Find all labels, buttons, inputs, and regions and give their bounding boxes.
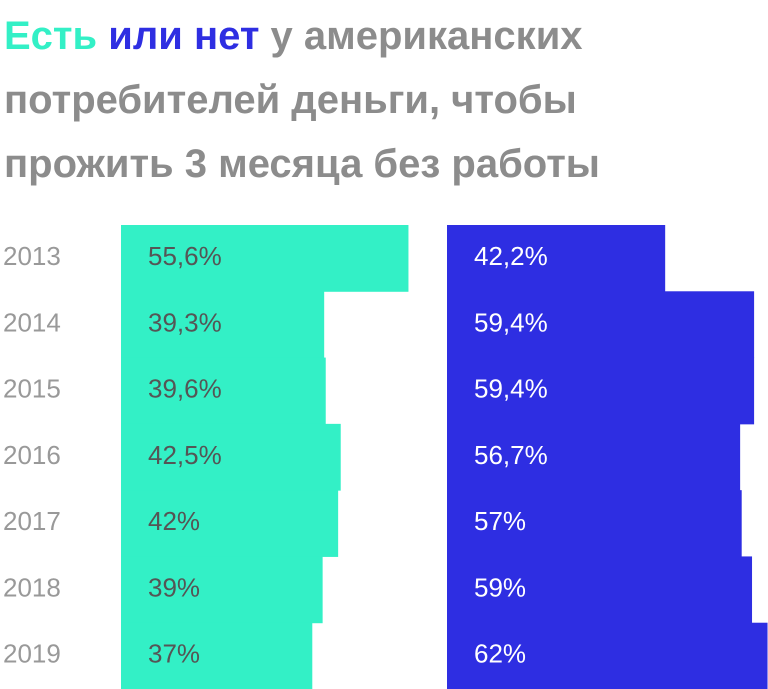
value-label: 42,2% bbox=[474, 241, 548, 271]
value-label: 59,4% bbox=[474, 307, 548, 337]
bar bbox=[121, 291, 325, 359]
bar bbox=[121, 225, 409, 292]
title-text: у американских потребителей деньги, чтоб… bbox=[4, 14, 600, 186]
value-label: 39,3% bbox=[148, 307, 222, 337]
bar bbox=[447, 490, 742, 557]
bar bbox=[447, 357, 755, 425]
bar bbox=[447, 225, 666, 292]
y-tick-label: 2014 bbox=[3, 307, 61, 337]
bar bbox=[447, 622, 768, 689]
legend-entry: Есть bbox=[4, 14, 98, 58]
bar bbox=[447, 291, 755, 359]
y-tick-label: 2017 bbox=[3, 506, 61, 536]
bar bbox=[121, 556, 323, 624]
value-label: 37% bbox=[148, 639, 200, 669]
value-label: 39% bbox=[148, 572, 200, 602]
bar bbox=[121, 357, 326, 425]
value-label: 42,5% bbox=[148, 440, 222, 470]
value-label: 55,6% bbox=[148, 241, 222, 271]
y-tick-label: 2013 bbox=[3, 241, 61, 271]
bar bbox=[121, 490, 339, 557]
bar bbox=[121, 622, 313, 689]
y-tick-label: 2016 bbox=[3, 440, 61, 470]
value-label: 59,4% bbox=[474, 374, 548, 404]
y-tick-label: 2015 bbox=[3, 374, 61, 404]
y-tick-label: 2018 bbox=[3, 572, 61, 602]
legend-entry: или нет bbox=[108, 14, 260, 58]
value-label: 59% bbox=[474, 572, 526, 602]
value-label: 57% bbox=[474, 506, 526, 536]
bar bbox=[121, 423, 341, 491]
y-tick-label: 2019 bbox=[3, 639, 61, 669]
bar bbox=[447, 556, 753, 624]
value-label: 62% bbox=[474, 639, 526, 669]
value-label: 39,6% bbox=[148, 374, 222, 404]
bar bbox=[447, 423, 741, 491]
value-label: 42% bbox=[148, 506, 200, 536]
chart-title: Есть или нет у американских потребителей… bbox=[4, 4, 704, 196]
value-label: 56,7% bbox=[474, 440, 548, 470]
